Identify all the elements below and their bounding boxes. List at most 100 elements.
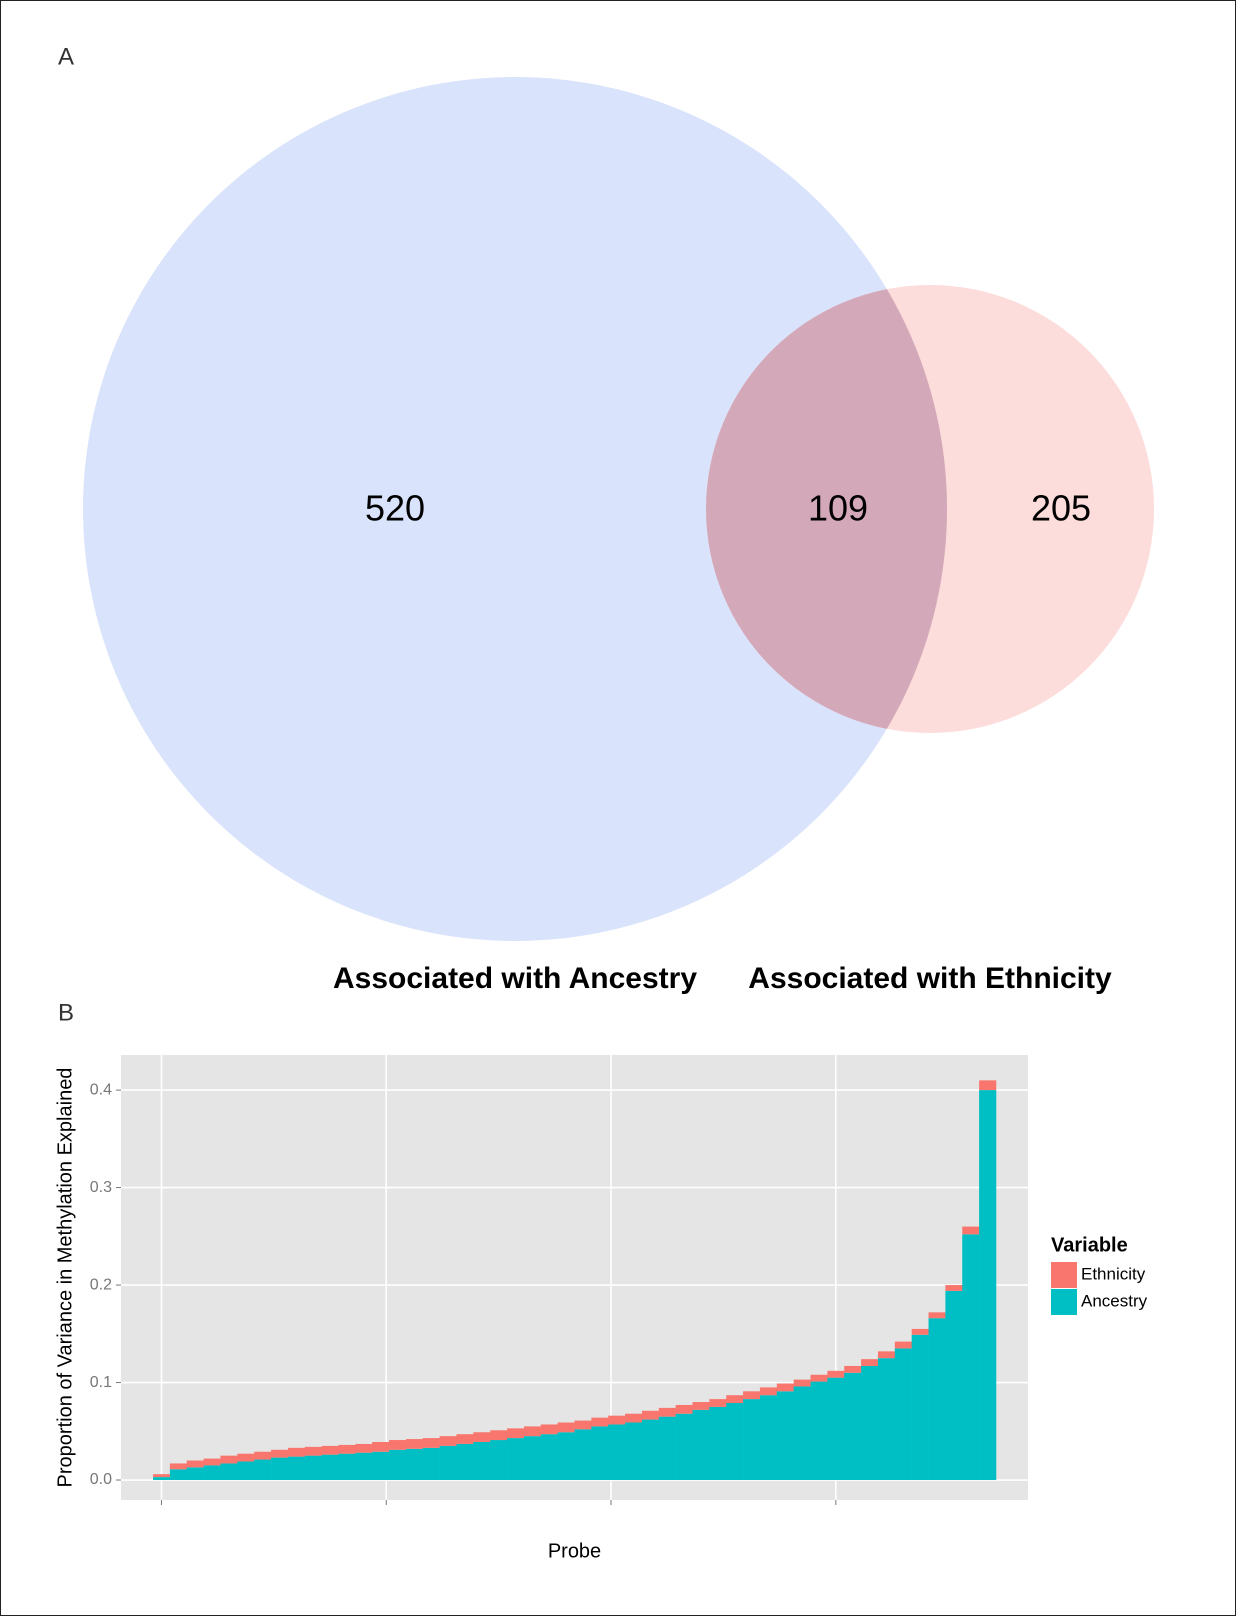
bar-segment — [726, 1395, 744, 1404]
bar-segment — [355, 1452, 373, 1481]
y-tick-label: 0.2 — [90, 1276, 112, 1293]
bar-segment — [641, 1410, 660, 1420]
bar-segment — [743, 1399, 761, 1481]
bar-segment — [153, 1477, 171, 1481]
bar-segment — [456, 1443, 474, 1481]
x-axis-label: Probe — [548, 1540, 601, 1562]
bar-segment — [203, 1465, 221, 1481]
bar-segment — [153, 1474, 171, 1478]
bar-segment — [692, 1402, 710, 1410]
bar-segment — [877, 1351, 896, 1359]
bar-segment — [220, 1463, 238, 1481]
bar-segment — [203, 1458, 221, 1466]
bar-segment — [389, 1449, 407, 1481]
bar-segment — [540, 1434, 558, 1481]
bar-segment — [675, 1413, 693, 1481]
bar-segment — [979, 1090, 997, 1481]
venn-set-label: Associated with Ancestry — [333, 962, 697, 995]
venn-overlap — [706, 285, 947, 733]
venn-set-a — [83, 77, 947, 941]
bar-segment — [726, 1403, 744, 1481]
bar-segment — [692, 1409, 710, 1481]
bar-segment — [877, 1358, 896, 1481]
bar-segment — [422, 1447, 440, 1481]
bar-segment — [473, 1432, 491, 1442]
bar-segment — [389, 1440, 407, 1450]
bar-segment — [490, 1440, 508, 1481]
panel-label: B — [58, 999, 74, 1026]
bar-segment — [439, 1445, 457, 1481]
bar-segment — [625, 1413, 643, 1423]
bar-segment — [355, 1443, 373, 1453]
bar-segment — [372, 1441, 390, 1452]
legend-label: Ancestry — [1081, 1291, 1148, 1310]
bar-segment — [507, 1438, 525, 1481]
bar-segment — [608, 1424, 626, 1481]
bar-segment — [793, 1386, 811, 1481]
bar-segment — [743, 1391, 761, 1400]
bar-segment — [625, 1422, 643, 1481]
bar-segment — [675, 1404, 693, 1414]
bar-segment — [945, 1285, 963, 1291]
bar-segment — [894, 1341, 912, 1349]
bar-segment — [709, 1406, 727, 1481]
bar-segment — [254, 1451, 272, 1460]
bar-segment — [962, 1234, 980, 1481]
bar-segment — [928, 1312, 946, 1319]
legend-label: Ethnicity — [1081, 1264, 1146, 1283]
bar-segment — [456, 1434, 474, 1444]
bar-chart: 0.0 0.1 0.2 0.3 0.4 Probe Proportion of Varian… — [54, 1055, 1148, 1562]
y-tick-label: 0.3 — [90, 1179, 112, 1196]
bar-segment — [405, 1448, 424, 1481]
bar-segment — [169, 1463, 188, 1470]
bar-segment — [709, 1399, 727, 1407]
bar-segment — [759, 1387, 778, 1396]
bar-segment — [574, 1420, 592, 1430]
bar-segment — [928, 1318, 946, 1481]
legend-title: Variable — [1051, 1234, 1128, 1256]
bar-segment — [810, 1381, 828, 1481]
bar-segment — [540, 1424, 558, 1435]
bar-segment — [776, 1391, 794, 1481]
bar-segment — [861, 1365, 879, 1481]
bar-segment — [911, 1328, 929, 1335]
bar-segment — [507, 1428, 525, 1439]
venn-count: 520 — [365, 488, 425, 529]
bar-segment — [186, 1467, 204, 1481]
bar-segment — [776, 1383, 794, 1392]
bar-segment — [405, 1439, 424, 1449]
legend-swatch — [1051, 1262, 1077, 1288]
bar-segment — [490, 1430, 508, 1441]
bar-segment — [186, 1460, 204, 1468]
bar-segment — [304, 1455, 322, 1481]
bar-segment — [979, 1080, 997, 1091]
bar-segment — [254, 1459, 272, 1481]
bar-segment — [338, 1444, 356, 1454]
bar-segment — [169, 1469, 188, 1481]
bar-segment — [321, 1445, 339, 1455]
bar-segment — [287, 1456, 306, 1481]
bar-segment — [810, 1374, 828, 1382]
bar-segment — [304, 1446, 322, 1456]
bar-segment — [658, 1416, 676, 1481]
bar-segment — [844, 1372, 862, 1481]
y-tick-label: 0.1 — [90, 1374, 112, 1391]
bar-segment — [894, 1348, 912, 1481]
legend-swatch — [1051, 1289, 1077, 1315]
bar-segment — [237, 1453, 255, 1462]
bar-segment — [591, 1417, 609, 1427]
bar-segment — [759, 1395, 778, 1481]
bar-segment — [861, 1359, 879, 1366]
venn-set-label: Associated with Ethnicity — [748, 962, 1112, 995]
y-tick-label: 0.0 — [90, 1471, 112, 1488]
bar-segment — [338, 1453, 356, 1481]
panel-label: A — [58, 43, 74, 70]
y-axis-label: Proportion of Variance in Methylation Ex… — [54, 1068, 76, 1488]
bar-segment — [271, 1457, 289, 1481]
bar-segment — [523, 1426, 542, 1437]
bar-segment — [911, 1334, 929, 1481]
bar-segment — [844, 1365, 862, 1373]
bar-segment — [439, 1436, 457, 1446]
bar-segment — [237, 1461, 255, 1481]
